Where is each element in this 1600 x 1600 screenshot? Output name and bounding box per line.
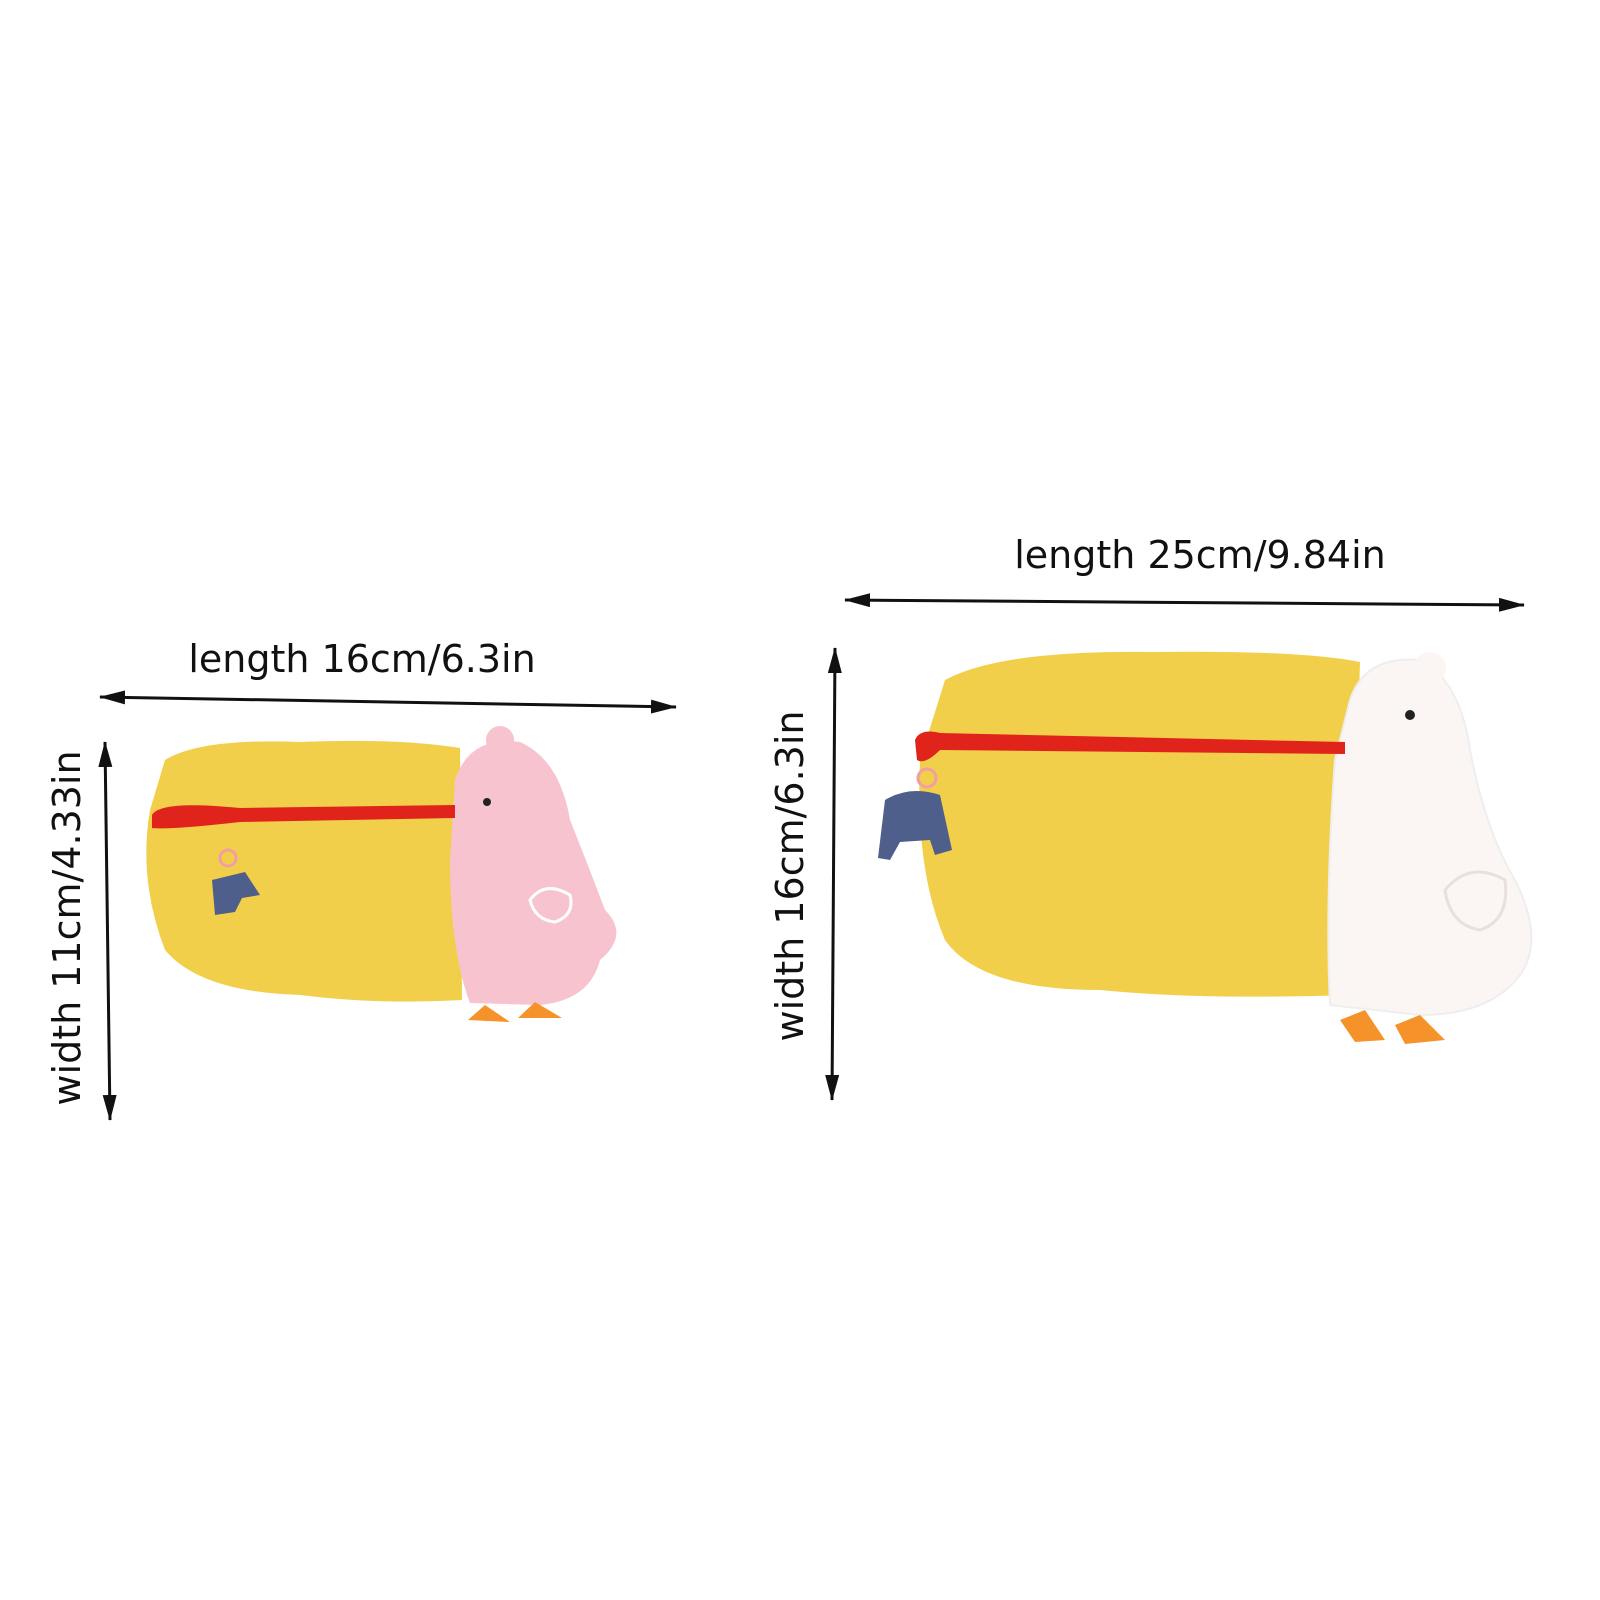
large-zipper-ring [916, 767, 938, 789]
small-zipper [152, 805, 455, 829]
small-chick-crest [486, 726, 514, 754]
large-pencil-case [878, 651, 1533, 1044]
small-length-label: length 16cm/6.3in [188, 637, 535, 681]
small-chick [450, 741, 617, 1005]
large-body [919, 651, 1360, 997]
small-zipper-ring [218, 848, 238, 868]
large-chick-wing [1443, 870, 1508, 932]
small-length-arrow [99, 690, 677, 714]
small-body [146, 740, 463, 1002]
large-feet [1340, 1010, 1445, 1044]
large-width-label: width 16cm/6.3in [768, 711, 812, 1042]
small-zipper-tag [212, 872, 260, 915]
large-chick-crest [1414, 652, 1446, 684]
large-zipper [915, 731, 1345, 762]
large-length-label: length 25cm/9.84in [1014, 533, 1386, 577]
small-pencil-case [146, 726, 617, 1022]
large-length-arrow [844, 593, 1525, 612]
large-zipper-tag [878, 791, 952, 860]
large-chick [1327, 658, 1533, 1017]
small-feet [468, 1002, 562, 1022]
small-width-arrow [98, 741, 117, 1121]
large-width-arrow [825, 647, 842, 1101]
small-chick-eye [483, 798, 491, 806]
large-chick-eye [1405, 710, 1415, 720]
small-chick-wing [528, 887, 573, 924]
small-width-label: width 11cm/4.33in [45, 750, 89, 1105]
